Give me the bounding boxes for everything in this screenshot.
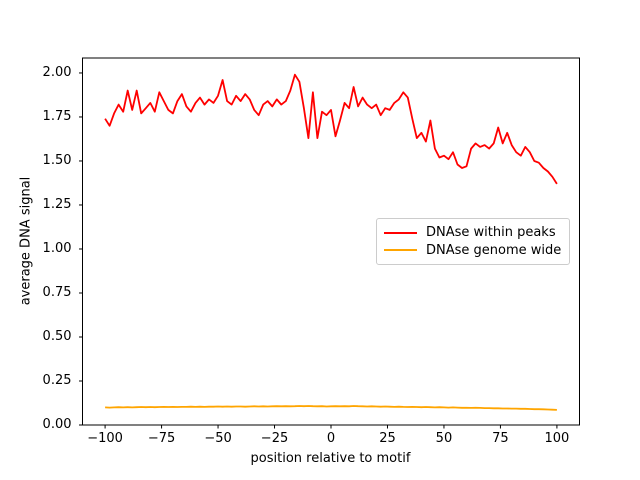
dnase-genome-wide-line: [105, 405, 557, 411]
legend-item-dnase-genome-wide: DNAse genome wide: [384, 242, 561, 260]
red-line-sample-icon: [384, 231, 417, 234]
legend: DNAse within peaks DNAse genome wide: [376, 218, 570, 265]
x-tick-label: 75: [492, 431, 509, 446]
x-tick-label: −75: [147, 431, 176, 446]
x-tick-label: 0: [326, 431, 336, 446]
orange-line-sample-icon: [384, 249, 417, 252]
y-tick-label: 0.50: [42, 328, 72, 344]
x-axis-label: position relative to motif: [250, 451, 411, 466]
y-tick-label: 1.25: [42, 196, 72, 212]
y-tick-label: 1.50: [42, 152, 72, 168]
y-tick-label: 2.00: [42, 64, 72, 80]
legend-item-dnase-within-peaks: DNAse within peaks: [384, 224, 561, 242]
y-tick-label: 0.25: [42, 372, 72, 388]
x-tick-label: 100: [544, 431, 570, 446]
x-tick-label: 50: [435, 431, 453, 446]
y-tick-label: 1.75: [42, 108, 72, 124]
legend-label: DNAse genome wide: [426, 242, 562, 258]
x-tick-label: −100: [87, 431, 123, 446]
x-tick-label: −50: [204, 431, 232, 446]
y-tick-label: 0.75: [42, 284, 72, 300]
y-tick-label: 1.00: [42, 240, 72, 256]
legend-label: DNAse within peaks: [426, 225, 556, 241]
x-tick-label: 25: [379, 431, 396, 446]
y-tick-label: 0.00: [42, 417, 72, 432]
dnase-within-peaks-line: [104, 73, 558, 185]
x-tick-label: −25: [260, 431, 289, 446]
